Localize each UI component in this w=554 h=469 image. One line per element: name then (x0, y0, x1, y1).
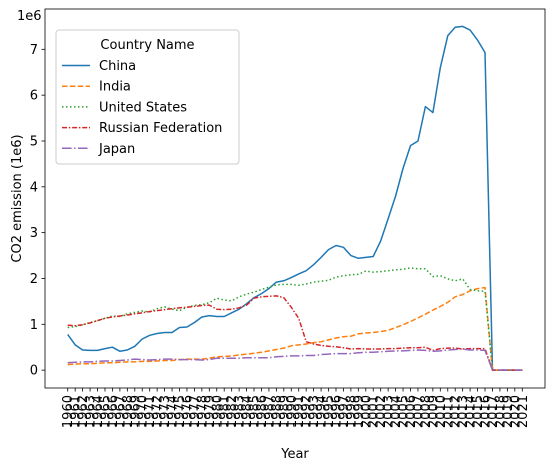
x-tick-label: 1990 (285, 395, 300, 428)
x-tick-label: 1961 (69, 395, 84, 428)
y-tick-label: 7 (30, 43, 38, 58)
x-tick-label: 1969 (128, 395, 143, 428)
x-tick-label: 2010 (434, 395, 449, 428)
x-tick-label: 1968 (121, 395, 136, 428)
x-tick-label: 1975 (173, 395, 188, 428)
x-tick-label: 2006 (404, 395, 419, 428)
x-tick-label: 2005 (397, 395, 412, 428)
x-tick-label: 1977 (188, 395, 203, 428)
x-tick-label: 2001 (367, 395, 382, 428)
x-tick-label: 1991 (292, 395, 307, 428)
x-tick-label: 1995 (322, 395, 337, 428)
x-tick-label: 2007 (411, 395, 426, 428)
x-tick-label: 2004 (389, 395, 404, 428)
x-tick-label: 1972 (151, 395, 166, 428)
x-tick-label: 1960 (61, 395, 76, 428)
x-tick-label: 1987 (262, 395, 277, 428)
x-tick-label: 2009 (426, 395, 441, 428)
x-tick-label: 1979 (203, 395, 218, 428)
x-tick-label: 1982 (225, 395, 240, 428)
y-axis: 0 1 2 3 4 5 6 7 (30, 43, 45, 379)
x-tick-label: 2016 (479, 395, 494, 428)
legend-items: China India United States Russian Federatio… (62, 59, 222, 157)
x-tick-label: 2003 (382, 395, 397, 428)
x-tick-label: 1993 (307, 395, 322, 428)
x-tick-label: 2018 (493, 395, 508, 428)
x-tick-label: 2012 (449, 395, 464, 428)
x-tick-label: 2021 (516, 395, 531, 428)
x-tick-label: 1966 (106, 395, 121, 428)
y-tick-label: 6 (30, 89, 38, 104)
x-tick-label: 1962 (76, 395, 91, 428)
y-axis-offset-label: 1e6 (17, 9, 42, 24)
x-tick-label: 1988 (270, 395, 285, 428)
x-tick-label: 2017 (486, 395, 501, 428)
x-tick-label: 1981 (218, 395, 233, 428)
x-tick-label: 1983 (233, 395, 248, 428)
y-tick-label: 3 (30, 226, 38, 241)
x-tick-label: 1963 (84, 395, 99, 428)
legend-label: China (99, 59, 136, 74)
x-tick-label: 2015 (471, 395, 486, 428)
x-tick-label: 2014 (464, 395, 479, 428)
series-line-3 (67, 295, 523, 371)
legend-box (55, 29, 240, 165)
x-tick-label: 1980 (210, 395, 225, 428)
legend: Country Name China India United States Russ… (55, 29, 240, 165)
x-tick-label: 1976 (180, 395, 195, 428)
legend-title: Country Name (100, 38, 194, 53)
x-tick-label: 1999 (352, 395, 367, 428)
legend-label: United States (99, 100, 187, 115)
x-tick-label: 2013 (456, 395, 471, 428)
x-tick-label: 2020 (508, 395, 523, 428)
x-tick-label: 1965 (98, 395, 113, 428)
y-tick-label: 1 (30, 318, 38, 333)
x-tick-label: 1998 (344, 395, 359, 428)
x-tick-label: 1989 (277, 395, 292, 428)
x-tick-label: 1964 (91, 395, 106, 428)
series-line-4 (67, 348, 523, 371)
x-tick-label: 1971 (143, 395, 158, 428)
x-tick-label: 1973 (158, 395, 173, 428)
x-tick-label: 2008 (419, 395, 434, 428)
x-tick-label: 1985 (248, 395, 263, 428)
series-line-1 (67, 286, 523, 371)
x-tick-label: 1986 (255, 395, 270, 428)
y-tick-label: 0 (30, 364, 38, 379)
x-tick-label: 2000 (359, 395, 374, 428)
x-tick-label: 1978 (195, 395, 210, 428)
x-tick-label: 1997 (337, 395, 352, 428)
legend-label: Russian Federation (99, 121, 222, 136)
series-line-2 (67, 267, 523, 371)
plot-frame (44, 8, 546, 389)
series-line-0 (67, 25, 523, 371)
x-axis-label: Year (280, 447, 309, 462)
x-tick-label: 2011 (441, 395, 456, 428)
y-tick-label: 5 (30, 134, 38, 149)
y-axis-label: CO2 emission (1e6) (10, 134, 25, 262)
x-tick-label: 1992 (300, 395, 315, 428)
y-tick-label: 4 (30, 180, 38, 195)
legend-label: Japan (98, 142, 135, 157)
x-axis: 1960196119621963196419651966196719681969… (61, 388, 531, 428)
x-tick-label: 1974 (166, 395, 181, 428)
x-tick-label: 1994 (315, 395, 330, 428)
legend-label: India (99, 80, 131, 95)
x-tick-label: 1970 (136, 395, 151, 428)
x-tick-label: 1984 (240, 395, 255, 428)
plot-lines (67, 25, 523, 371)
x-tick-label: 2019 (501, 395, 516, 428)
y-tick-label: 2 (30, 272, 38, 287)
x-tick-label: 1967 (113, 395, 128, 428)
x-tick-label: 2002 (374, 395, 389, 428)
x-tick-label: 1996 (329, 395, 344, 428)
